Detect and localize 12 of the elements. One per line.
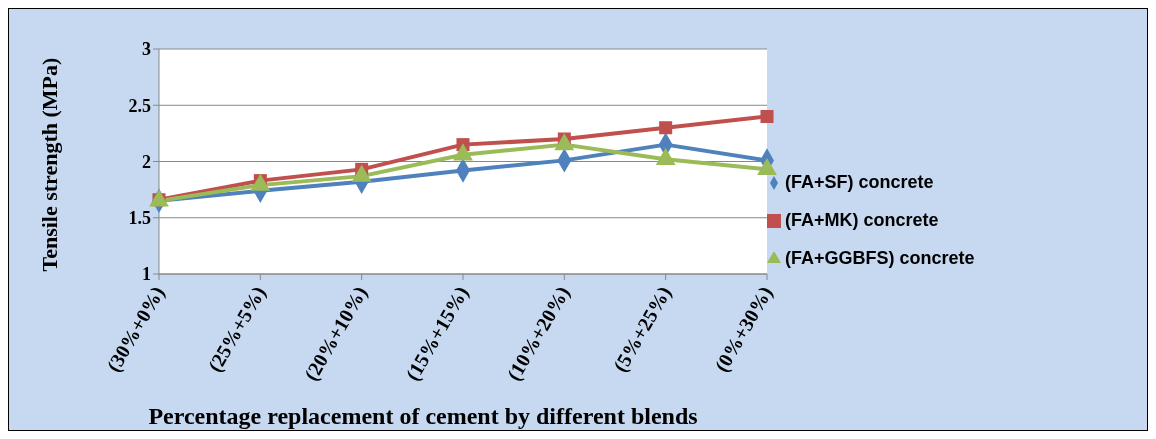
y-tick-label: 1.5 [128, 208, 151, 229]
y-axis-title: Tensile strength (MPa) [36, 57, 62, 272]
legend-label: (FA+SF) concrete [785, 171, 934, 192]
point [760, 109, 774, 124]
x-axis-title: Percentage replacement of cement by different blends [148, 403, 698, 429]
y-tick-label: 2 [142, 151, 151, 172]
y-tick-label: 3 [142, 39, 151, 60]
y-tick-label: 2.5 [128, 95, 151, 116]
point [659, 121, 673, 135]
legend-label: (FA+GGBFS) concrete [785, 247, 975, 268]
y-tick-label: 1 [142, 264, 151, 285]
legend-label: (FA+MK) concrete [785, 209, 939, 230]
